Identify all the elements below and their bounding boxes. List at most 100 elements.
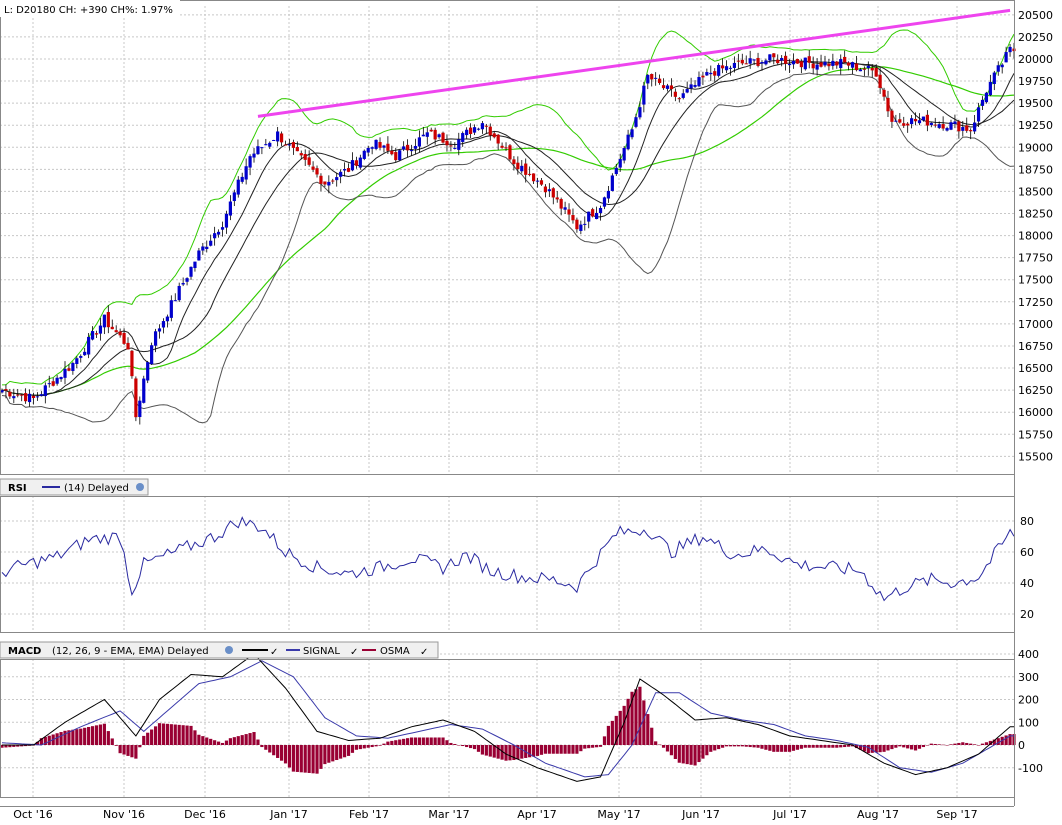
candle-body [992,72,996,84]
candle-body [713,71,717,76]
candle-body [449,145,453,147]
osma-bar [126,745,130,756]
y-tick-label: 18750 [1018,163,1053,176]
candle-body [291,142,295,148]
candle-body [4,389,8,391]
candle-body [661,85,666,89]
candle-body [323,181,327,185]
macd-header-bar [0,641,439,659]
y-tick-label: 16250 [1018,384,1053,397]
candle-body [811,63,815,69]
osma-bar [232,737,236,745]
osma-bar [433,737,437,745]
candle-body [650,74,654,80]
rsi-params[interactable]: (14) Delayed [64,483,129,494]
candle-body [413,145,418,149]
settings-icon[interactable] [225,646,233,654]
osma-bar [252,732,256,745]
settings-icon[interactable] [136,483,144,491]
candle-body [480,123,485,130]
candle-body [114,330,118,333]
candle-body [524,163,528,175]
osma-bar [866,745,870,754]
x-tick-label: Oct '16 [13,808,53,821]
candle-body [150,345,154,365]
check-icon[interactable]: ✓ [420,647,428,658]
osma-bar [933,743,937,745]
osma-bar [398,739,402,745]
osma-bar [953,743,957,745]
osma-bar [803,745,807,748]
osma-bar [689,745,693,765]
osma-bar [47,735,51,745]
candle-body [941,124,945,129]
candle-body [457,139,461,150]
osma-bar [583,745,587,749]
osma-bar [575,745,579,754]
candle-body [961,127,965,131]
check-icon[interactable]: ✓ [350,647,358,658]
macd-line [2,653,1014,782]
candle-body [405,144,410,151]
osma-bar [894,745,898,748]
candle-body [402,146,406,150]
candle-body [94,333,99,335]
osma-bar [283,745,288,764]
candle-body [386,143,390,151]
x-tick-label: Nov '16 [103,808,145,821]
osma-bar [850,745,855,747]
osma-bar [429,737,433,745]
candle-body [933,124,937,126]
candle-body [468,127,473,135]
candle-body [20,394,24,396]
candle-body [331,180,335,182]
candle-body [366,147,370,153]
osma-bar [287,745,292,768]
candle-body [90,331,95,340]
osma-bar [209,738,213,745]
y-tick-label: 19000 [1018,141,1053,154]
y-tick-label: 19250 [1018,119,1053,132]
osma-bar [492,745,496,758]
osma-bar [618,710,622,745]
osma-bar [760,745,764,749]
osma-bar [307,745,311,773]
osma-bar [980,743,985,745]
candle-body [51,381,55,386]
candle-body [492,133,496,138]
candle-body [925,114,929,126]
osma-bar [165,723,169,745]
candle-body [83,351,87,356]
osma-bar [799,745,803,749]
osma-bar [256,739,260,745]
osma-bar [484,745,488,756]
candle-body [189,266,193,277]
osma-bar [425,737,429,745]
osma-bar [24,745,28,747]
osma-bar [299,745,303,773]
candle-body [295,147,299,152]
candle-body [441,132,445,143]
rsi-panel [1,516,1015,602]
osma-bar [327,745,331,763]
candle-body [531,173,536,182]
candle-body [953,121,957,124]
check-icon[interactable]: ✓ [270,647,278,658]
moving-average-long [1,66,1015,396]
y-tick-label: 18500 [1018,185,1053,198]
osma-bar [949,744,953,745]
candle-body [453,147,457,149]
candle-body [520,165,524,172]
candle-body [1004,52,1008,63]
osma-bar [886,745,890,751]
candle-body [689,84,693,89]
candle-body [264,144,268,146]
macd-params[interactable]: (12, 26, 9 - EMA, EMA) Delayed [52,646,209,657]
candle-body [602,197,607,207]
osma-bar [693,745,697,766]
candle-body [894,120,898,122]
osma-bar [791,745,796,751]
candle-body [587,211,591,222]
osma-bar [161,723,166,745]
candle-body [181,282,185,285]
